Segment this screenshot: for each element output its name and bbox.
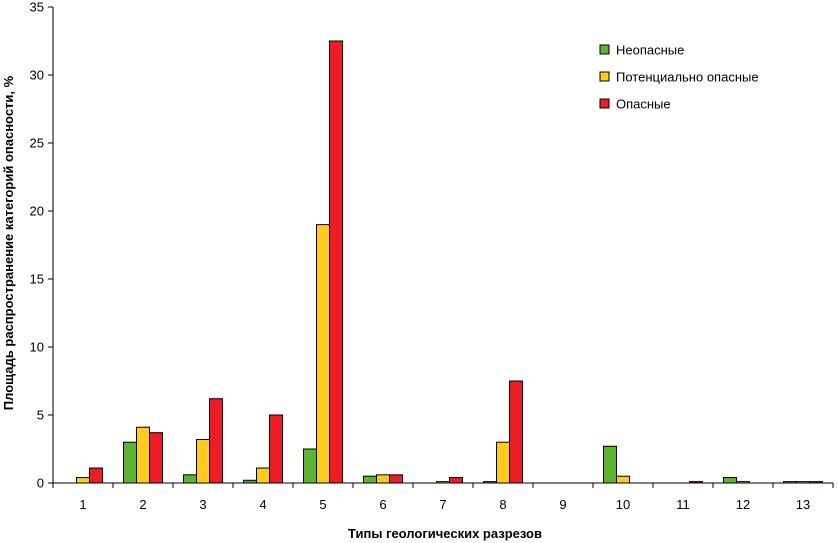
bar-2-6 [376,474,390,484]
bar-1-10 [603,445,617,484]
bar-2-2 [136,426,150,484]
y-tick-label: 35 [30,0,44,15]
x-tick-label: 8 [499,497,506,512]
y-tick-label: 20 [30,204,44,219]
bars-group [76,40,823,484]
legend-label: Потенциально опасные [616,70,759,85]
bar-1-5 [303,448,317,484]
bar-1-2 [123,441,137,484]
y-ticks: 0 5 10 15 20 25 30 35 [30,0,53,491]
bar-1-12 [723,477,737,484]
bar-1-6 [363,475,377,484]
x-tick-label: 5 [319,497,326,512]
legend-swatch [599,71,610,82]
x-tick-label: 9 [559,497,566,512]
x-tick-label: 6 [379,497,386,512]
bar-2-8 [496,441,510,484]
x-tick-label: 10 [616,497,630,512]
bar-3-8 [509,380,523,484]
x-tick-label: 1 [79,497,86,512]
x-tick-label: 3 [199,497,206,512]
legend-label: Неопасные [616,43,684,58]
bar-2-10 [616,475,630,484]
bar-3-6 [389,474,403,484]
x-tick-label: 12 [736,497,750,512]
y-tick-label: 10 [30,340,44,355]
x-tick-label: 11 [676,497,690,512]
legend: Неопасные Потенциально опасные Опасные [599,43,759,112]
bar-2-3 [196,438,210,484]
y-tick-label: 15 [30,272,44,287]
bar-3-7 [449,477,463,484]
x-axis-title: Типы геологических разрезов [348,526,542,541]
legend-label: Опасные [616,97,671,112]
x-ticks: 1 2 3 4 5 6 7 8 9 10 11 12 13 [52,483,834,512]
bar-2-4 [256,467,270,484]
bar-3-4 [269,414,283,484]
legend-swatch [599,98,610,109]
y-tick-label: 25 [30,136,44,151]
bar-2-1 [76,477,90,484]
x-tick-label: 7 [439,497,446,512]
x-tick-label: 2 [139,497,146,512]
y-tick-label: 30 [30,68,44,83]
legend-swatch [599,44,610,55]
bar-3-2 [149,432,163,484]
x-tick-label: 13 [796,497,810,512]
y-axis-title: Площадь распространение категорий опасно… [1,75,16,410]
x-tick-label: 4 [259,497,266,512]
bar-3-1 [89,467,103,484]
bar-2-5 [316,224,330,484]
y-tick-label: 0 [37,476,44,491]
y-tick-label: 5 [37,408,44,423]
bar-3-3 [209,398,223,484]
bar-3-5 [329,40,343,484]
bar-1-3 [183,474,197,484]
